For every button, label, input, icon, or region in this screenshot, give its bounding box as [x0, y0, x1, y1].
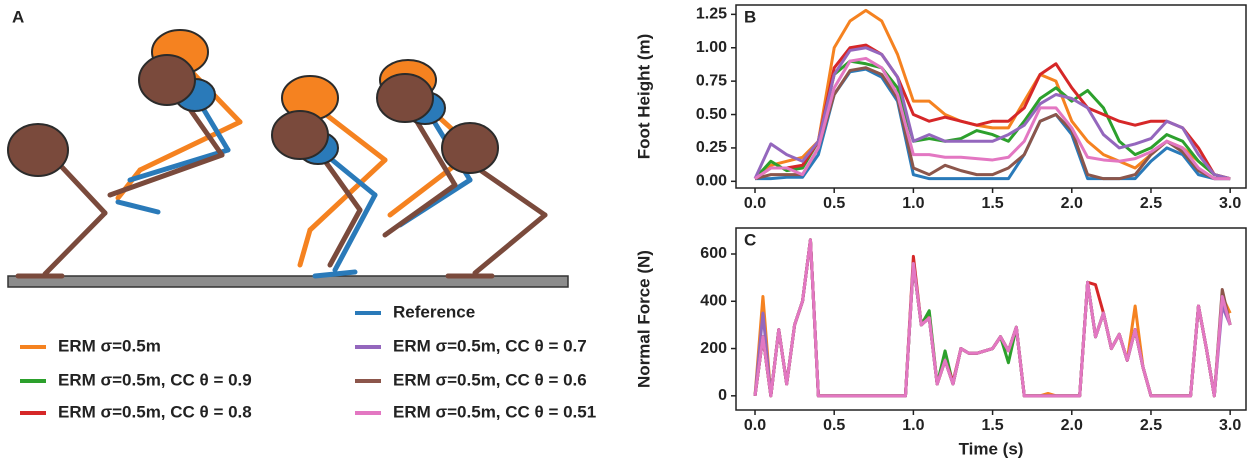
y-tick-label: 0: [718, 387, 727, 404]
legend-label: ERM σ=0.5m, CC θ = 0.6: [393, 370, 587, 389]
ground: [7, 275, 569, 288]
limb: [472, 212, 548, 276]
x-tick-label: 1.0: [902, 417, 924, 434]
legend-label: ERM σ=0.5m, CC θ = 0.9: [58, 370, 252, 389]
legend-label: ERM σ=0.5m: [58, 336, 161, 355]
series-line: [753, 238, 1232, 398]
panel-label: C: [744, 230, 756, 249]
pose-diagram: [7, 29, 569, 288]
legend-label: Reference: [393, 302, 475, 321]
x-tick-label: 3.0: [1219, 195, 1241, 212]
series-line: [753, 238, 1232, 398]
y-tick-label: 200: [700, 340, 727, 357]
plot-frame: [735, 4, 1247, 189]
y-tick-label: 0.00: [696, 173, 727, 190]
y-tick-label: 0.25: [696, 139, 727, 156]
series-line: [753, 238, 1232, 398]
limb: [477, 167, 548, 218]
series-line: [754, 43, 1231, 181]
legend-label: ERM σ=0.5m, CC θ = 0.51: [393, 402, 596, 421]
limb: [57, 162, 108, 216]
limb: [127, 147, 231, 183]
limb: [137, 119, 243, 173]
limb: [312, 269, 358, 279]
y-tick-label: 1.25: [696, 6, 727, 23]
series-line: [754, 56, 1231, 181]
head: [376, 73, 434, 123]
limb: [382, 182, 458, 238]
charts: B0.000.250.500.751.001.250.0 0.5 1.0 1.5 2.0…: [20, 4, 1247, 458]
panel-label: B: [744, 7, 756, 26]
x-tick-label: 0.5: [823, 417, 845, 434]
y-tick-label: 0.50: [696, 106, 727, 123]
x-tick-label: 3.0: [1219, 417, 1241, 434]
series-line: [753, 238, 1232, 398]
y-axis-label: Foot Height (m): [634, 34, 653, 160]
limb: [297, 227, 313, 268]
series-line: [753, 238, 1232, 398]
series-line: [753, 46, 1231, 181]
limb: [115, 199, 161, 215]
head: [441, 122, 499, 174]
x-tick-label: 1.0: [902, 195, 924, 212]
x-tick-label: 2.0: [1061, 417, 1083, 434]
y-tick-label: 1.00: [696, 39, 727, 56]
series-line: [754, 66, 1231, 181]
y-tick-label: 400: [700, 292, 727, 309]
legend-label: ERM σ=0.5m, CC θ = 0.7: [393, 336, 587, 355]
x-tick-label: 1.5: [981, 417, 1003, 434]
panel-label: A: [12, 7, 24, 26]
legend-label: ERM σ=0.5m, CC θ = 0.8: [58, 402, 252, 421]
limb: [107, 152, 225, 198]
limb: [42, 210, 108, 277]
x-tick-label: 0.0: [744, 417, 766, 434]
plot-frame: [735, 227, 1247, 411]
x-axis-label: Time (s): [959, 439, 1024, 458]
head: [138, 54, 196, 106]
limb: [317, 107, 388, 163]
y-axis-label: Normal Force (N): [634, 250, 653, 388]
y-tick-label: 600: [700, 245, 727, 262]
head: [271, 110, 329, 160]
x-tick-label: 2.5: [1140, 417, 1162, 434]
x-tick-label: 0.0: [744, 195, 766, 212]
x-tick-label: 2.0: [1061, 195, 1083, 212]
y-tick-label: 0.75: [696, 72, 727, 89]
series-line: [753, 238, 1232, 398]
x-tick-label: 0.5: [823, 195, 845, 212]
x-tick-label: 2.5: [1140, 195, 1162, 212]
head: [7, 123, 69, 177]
limb: [327, 207, 363, 268]
x-tick-label: 1.5: [981, 195, 1003, 212]
limb: [332, 192, 378, 273]
series-line: [753, 238, 1232, 398]
